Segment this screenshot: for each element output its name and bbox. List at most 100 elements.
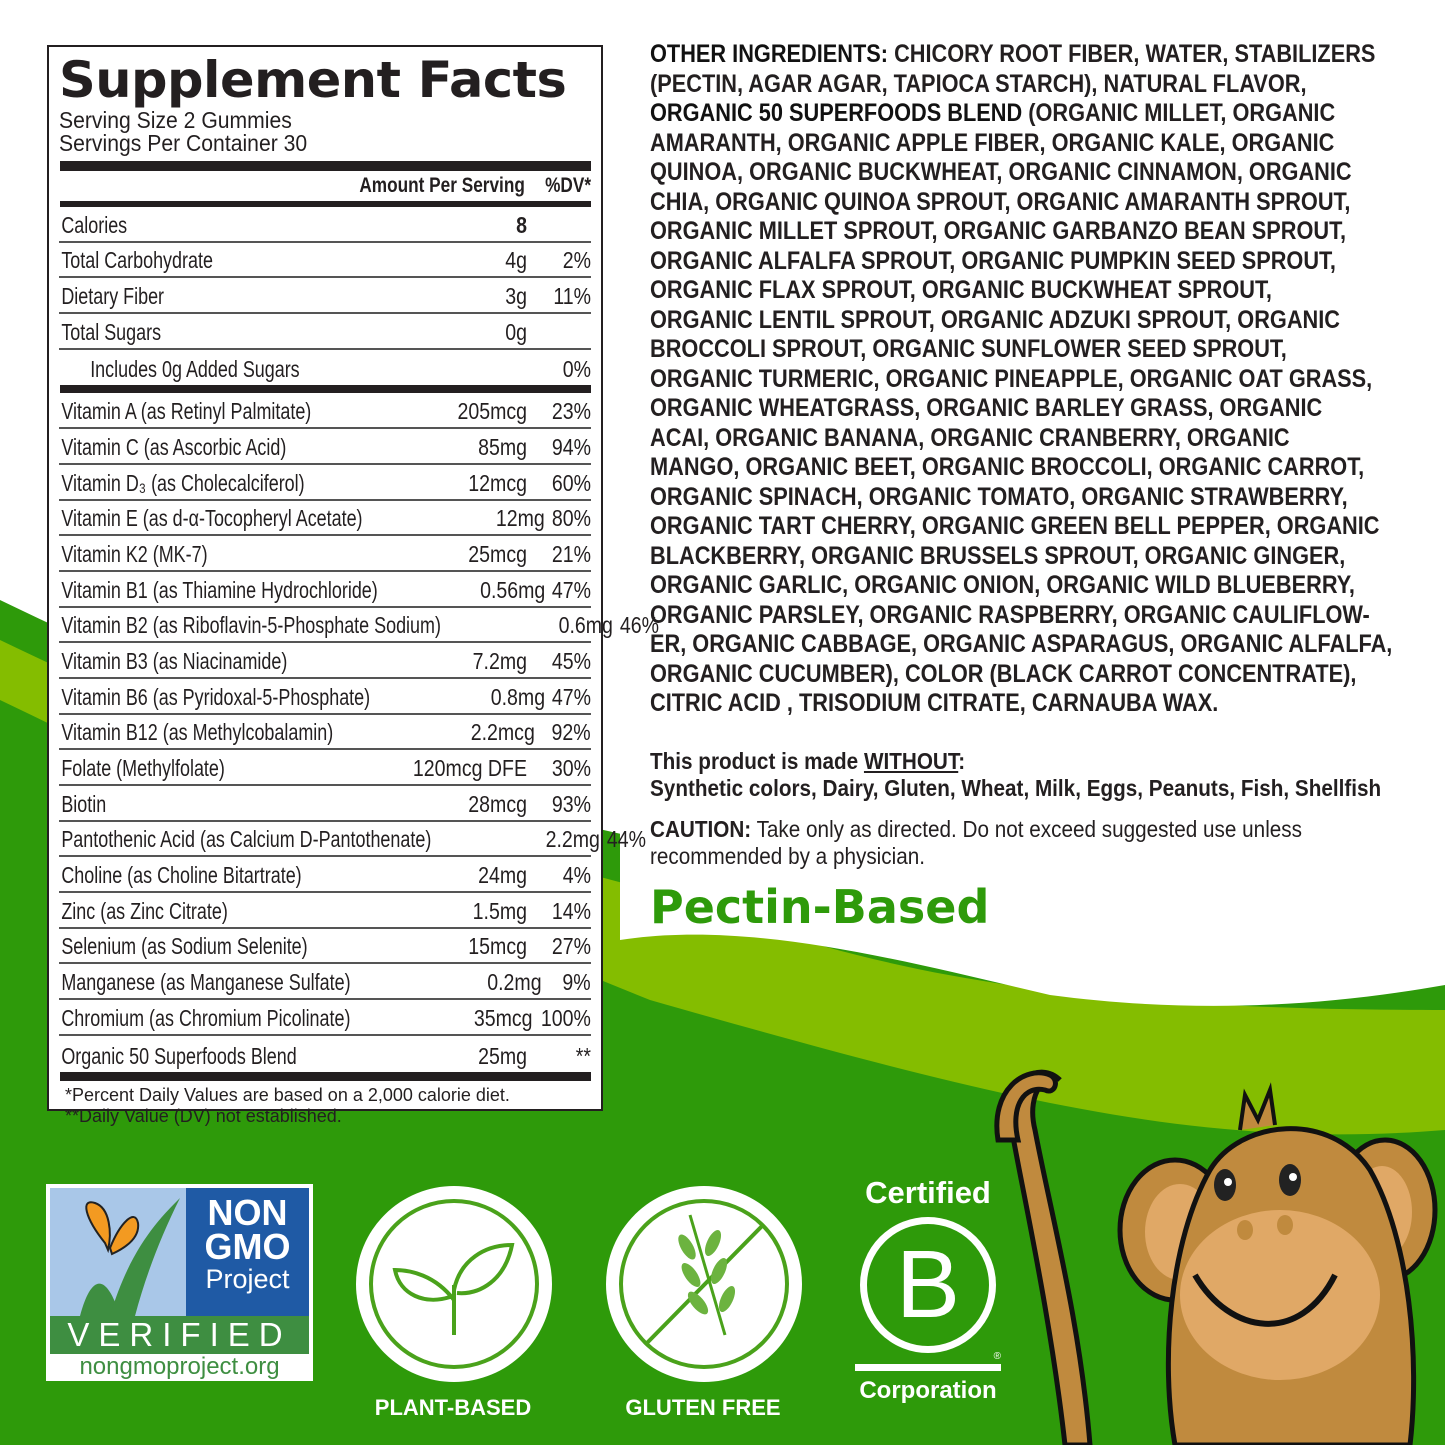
ingredient-text: ORGANIC SPINACH, ORGANIC TOMATO, ORGANIC… xyxy=(650,482,1348,511)
nutrient-row: Choline (as Choline Bitartrate) 24mg 4% xyxy=(59,857,591,894)
plant-based-label: PLANT-BASED xyxy=(374,1395,532,1420)
ingredient-line: ORGANIC MILLET SPROUT, ORGANIC GARBANZO … xyxy=(650,217,1346,247)
ingredient-text: ORGANIC WHEATGRASS, ORGANIC BARLEY GRASS… xyxy=(650,394,1323,422)
ingredient-text: ACAI, ORGANIC BANANA, ORGANIC CRANBERRY,… xyxy=(650,423,1290,452)
divider xyxy=(60,385,591,394)
nutrient-amount: 12mcg xyxy=(468,469,527,496)
nutrient-name: Vitamin C (as Ascorbic Acid) xyxy=(61,433,287,460)
nutrient-amount: 7.2mg xyxy=(472,647,527,674)
nutrient-amount: 25mg xyxy=(478,1042,527,1069)
nutrient-row: Folate (Methylfolate) 120mcg DFE 30% xyxy=(59,750,591,786)
nutrient-row: Manganese (as Manganese Sulfate) 0.2mg 9% xyxy=(59,964,591,1001)
ingredient-line: BLACKBERRY, ORGANIC BRUSSELS SPROUT, ORG… xyxy=(650,542,1345,572)
ingredient-line: ORGANIC PARSLEY, ORGANIC RASPBERRY, ORGA… xyxy=(650,601,1370,631)
nutrient-dv: 0% xyxy=(562,356,591,383)
nutrient-amount: 120mcg DFE xyxy=(412,755,527,781)
without-prefix: This product is made xyxy=(650,748,864,774)
footnote-not-established: **Daily Value (DV) not established. xyxy=(65,1105,342,1126)
non-gmo-badge: NON GMO Project VERIFIED nongmoproject.o… xyxy=(46,1184,313,1381)
nutrient-row: Vitamin C (as Ascorbic Acid) 85mg 94% xyxy=(59,429,591,465)
ingredient-line: CHIA, ORGANIC QUINOA SPROUT, ORGANIC AMA… xyxy=(650,188,1350,218)
nutrient-name: Folate (Methylfolate) xyxy=(61,755,225,781)
ingredient-text: (ORGANIC MILLET, ORGANIC xyxy=(1022,99,1336,127)
dv-header: %DV* xyxy=(545,174,591,197)
nutrient-row: Organic 50 Superfoods Blend 25mg ** xyxy=(59,1036,591,1072)
amount-header: Amount Per Serving xyxy=(359,174,525,197)
ingredient-text: ER, ORGANIC CABBAGE, ORGANIC ASPARAGUS, … xyxy=(650,630,1393,658)
nutrient-row: Vitamin B2 (as Riboflavin-5-Phosphate So… xyxy=(59,608,659,644)
ingredient-line: ORGANIC 50 SUPERFOODS BLEND (ORGANIC MIL… xyxy=(650,99,1335,129)
ingredient-text: AMARANTH, ORGANIC APPLE FIBER, ORGANIC K… xyxy=(650,128,1335,157)
nutrient-dv: 9% xyxy=(562,969,591,996)
nutrient-name: Chromium (as Chromium Picolinate) xyxy=(61,1004,351,1031)
nutrient-dv: 21% xyxy=(551,540,591,567)
nutrient-dv: 92% xyxy=(551,719,591,746)
butterfly-icon xyxy=(50,1188,186,1316)
ingredient-line: ORGANIC TURMERIC, ORGANIC PINEAPPLE, ORG… xyxy=(650,365,1372,395)
nutrient-row: Vitamin B12 (as Methylcobalamin) 2.2mcg 92… xyxy=(59,715,591,751)
ingredient-line: CITRIC ACID , TRISODIUM CITRATE, CARNAUB… xyxy=(650,689,1311,719)
nutrient-name: Vitamin K2 (MK-7) xyxy=(61,540,208,567)
nutrient-amount: 15mcg xyxy=(468,933,527,960)
verified-text: VERIFIED xyxy=(50,1316,309,1354)
nutrient-row: Zinc (as Zinc Citrate) 1.5mg 14% xyxy=(59,893,591,929)
ingredient-line: ER, ORGANIC CABBAGE, ORGANIC ASPARAGUS, … xyxy=(650,630,1392,660)
nutrient-row: Vitamin A (as Retinyl Palmitate) 205mcg 23… xyxy=(59,393,591,430)
nutrient-name: Selenium (as Sodium Selenite) xyxy=(61,933,308,960)
monkey-mascot xyxy=(994,1069,1438,1445)
ingredient-text: ORGANIC FLAX SPROUT, ORGANIC BUCKWHEAT S… xyxy=(650,276,1272,304)
nutrient-amount: 2.2mcg xyxy=(470,719,535,746)
nutrient-name: Vitamin B2 (as Riboflavin-5-Phosphate So… xyxy=(61,612,441,639)
nutrient-row: Selenium (as Sodium Selenite) 15mcg 27% xyxy=(59,929,591,965)
b-logo: B xyxy=(860,1217,996,1353)
nutrient-name: Dietary Fiber xyxy=(61,283,165,310)
facts-header: Amount Per Serving %DV* xyxy=(59,171,591,201)
ingredient-line: AMARANTH, ORGANIC APPLE FIBER, ORGANIC K… xyxy=(650,129,1334,159)
ingredient-text: ORGANIC CUCUMBER), COLOR (BLACK CARROT C… xyxy=(650,659,1357,688)
plant-icon xyxy=(356,1186,552,1382)
nutrient-row: Includes 0g Added Sugars 0% xyxy=(59,350,591,386)
ingredient-text: ORGANIC TART CHERRY, ORGANIC GREEN BELL … xyxy=(650,512,1380,540)
nutrient-name: Vitamin E (as d-α-Tocopheryl Acetate) xyxy=(61,505,363,532)
nutrient-name: Vitamin D₃ (as Cholecalciferol) xyxy=(61,469,305,496)
nutrient-name: Total Carbohydrate xyxy=(61,247,213,274)
without-suffix: : xyxy=(958,748,966,774)
ingredient-text: QUINOA, ORGANIC BUCKWHEAT, ORGANIC CINNA… xyxy=(650,158,1352,186)
ingredient-line: MANGO, ORGANIC BEET, ORGANIC BROCCOLI, O… xyxy=(650,453,1364,483)
nutrient-dv: ** xyxy=(575,1042,591,1069)
nutrient-dv: 14% xyxy=(551,897,591,924)
nutrient-row: Calories 8 xyxy=(59,207,591,243)
non-text: NON xyxy=(207,1192,288,1233)
ingredient-text: MANGO, ORGANIC BEET, ORGANIC BROCCOLI, O… xyxy=(650,453,1365,481)
registered-mark: ® xyxy=(993,1351,1001,1362)
nutrient-amount: 12mg xyxy=(496,505,545,532)
serving-size: Serving Size 2 Gummies xyxy=(59,107,292,133)
nutrient-amount: 25mcg xyxy=(468,540,527,567)
nutrient-dv: 47% xyxy=(551,683,591,710)
nutrient-amount: 85mg xyxy=(478,433,527,460)
nutrient-row: Chromium (as Chromium Picolinate) 35mcg 10… xyxy=(59,1000,591,1036)
nutrient-row: Total Carbohydrate 4g 2% xyxy=(59,243,591,279)
nutrient-dv: 46% xyxy=(619,612,659,639)
ingredient-text: BROCCOLI SPROUT, ORGANIC SUNFLOWER SEED … xyxy=(650,335,1287,363)
nutrient-name: Includes 0g Added Sugars xyxy=(90,356,300,383)
nutrient-dv: 100% xyxy=(540,1004,591,1031)
ingredient-line: ORGANIC ALFALFA SPROUT, ORGANIC PUMPKIN … xyxy=(650,247,1336,277)
nutrient-dv: 2% xyxy=(562,247,591,274)
facts-rows: Vitamin A (as Retinyl Palmitate) 205mcg 23… xyxy=(59,393,659,1072)
nutrient-dv: 44% xyxy=(607,826,647,853)
facts-title: Supplement Facts xyxy=(59,51,567,109)
nutrient-row: Total Sugars 0g xyxy=(59,314,591,350)
nutrient-amount: 35mcg xyxy=(473,1004,533,1031)
without-list: Synthetic colors, Dairy, Gluten, Wheat, … xyxy=(650,775,1382,801)
ingredient-text: BLACKBERRY, ORGANIC BRUSSELS SPROUT, ORG… xyxy=(650,541,1346,570)
caution-text-2: recommended by a physician. xyxy=(650,843,926,869)
without-word: WITHOUT xyxy=(863,748,959,774)
nutrient-amount: 0.56mg xyxy=(479,576,545,603)
nutrient-dv: 60% xyxy=(551,469,591,496)
nutrient-dv: 4% xyxy=(562,862,591,889)
nutrient-amount: 0.8mg xyxy=(490,683,545,710)
ingredient-line: (PECTIN, AGAR AGAR, TAPIOCA STARCH), NAT… xyxy=(650,70,1311,100)
nutrient-amount: 3g xyxy=(505,283,527,310)
